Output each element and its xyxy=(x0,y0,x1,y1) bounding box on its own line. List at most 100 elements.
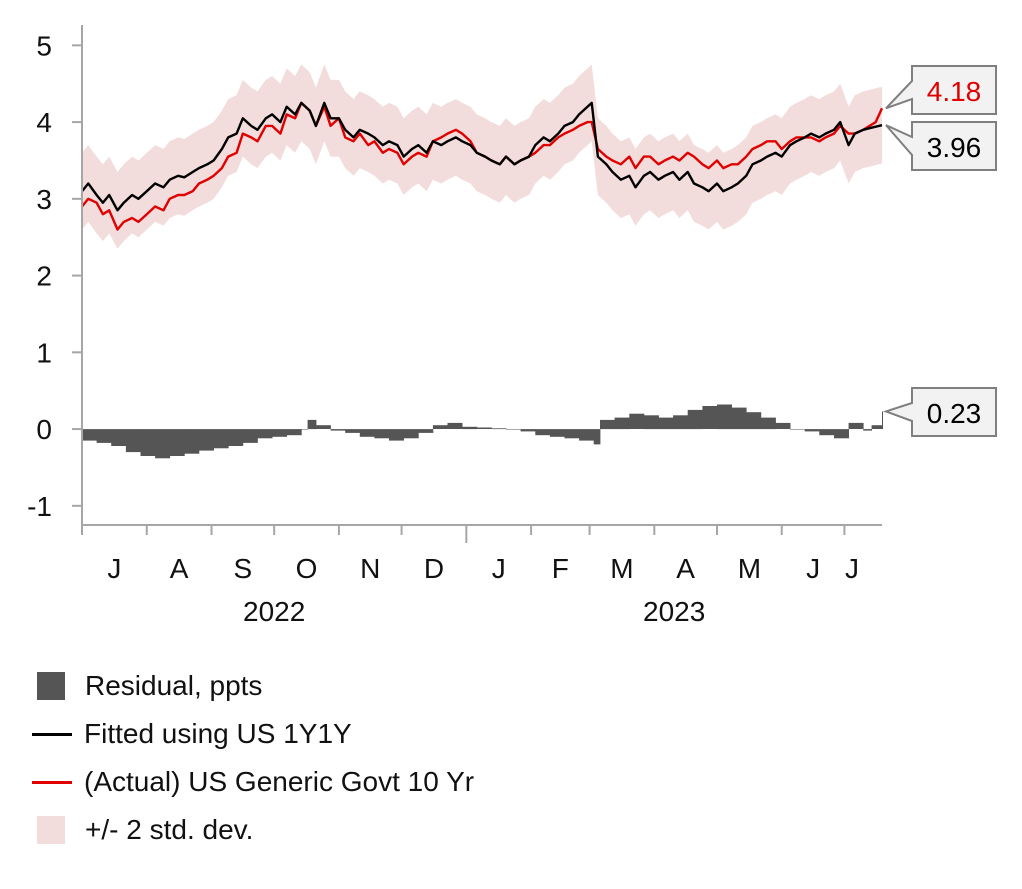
std-dev-band-layer xyxy=(82,64,882,249)
callout-value: 0.23 xyxy=(927,398,982,429)
residual-bar xyxy=(614,417,630,430)
residual-bar xyxy=(882,411,883,430)
end-label-fitted: 3.96 xyxy=(885,121,997,171)
residual-bar xyxy=(731,407,747,430)
legend-label-actual: (Actual) US Generic Govt 10 Yr xyxy=(84,766,475,797)
residual-bar xyxy=(848,422,864,429)
residual-bar xyxy=(535,429,551,436)
residual-bar xyxy=(374,429,390,439)
x-year-label: 2022 xyxy=(243,596,305,627)
residual-bar xyxy=(82,429,97,441)
residual-bar xyxy=(184,429,200,454)
residual-bar xyxy=(330,429,346,431)
residual-bar xyxy=(593,429,601,445)
x-month-label: F xyxy=(552,553,569,584)
residual-bar xyxy=(155,429,171,459)
end-label-actual: 4.18 xyxy=(885,65,997,115)
callout-value: 3.96 xyxy=(927,132,982,163)
legend-item-fitted: Fitted using US 1Y1Y xyxy=(32,710,474,758)
residual-bar xyxy=(643,415,659,430)
legend: Residual, ppts Fitted using US 1Y1Y (Act… xyxy=(32,662,474,854)
residual-bar xyxy=(717,404,732,430)
residual-bar xyxy=(564,429,580,439)
legend-label-residual: Residual, ppts xyxy=(85,670,263,701)
residual-bar xyxy=(125,429,141,453)
x-month-label: M xyxy=(738,553,761,584)
residual-bar xyxy=(418,429,434,433)
residual-bar xyxy=(819,429,835,436)
x-month-label: M xyxy=(610,553,633,584)
legend-item-band: +/- 2 std. dev. xyxy=(32,806,474,854)
residual-bar xyxy=(746,412,762,430)
x-month-label: J xyxy=(107,553,121,584)
legend-swatch-fitted xyxy=(32,732,72,736)
fitted-line xyxy=(81,101,883,212)
x-month-label: N xyxy=(360,553,380,584)
y-tick-label: 0 xyxy=(36,414,52,445)
y-tick-label: 2 xyxy=(36,261,52,292)
residual-bar xyxy=(702,406,718,429)
residual-bar xyxy=(629,413,645,429)
lines-layer xyxy=(81,101,884,231)
x-month-label: O xyxy=(296,553,318,584)
residual-bar xyxy=(257,429,273,439)
residual-bar xyxy=(491,428,507,430)
residual-bar xyxy=(242,429,258,443)
residual-bar xyxy=(359,429,375,437)
residual-bar xyxy=(673,415,689,430)
x-month-label: D xyxy=(424,553,444,584)
residual-bar xyxy=(476,427,492,429)
callout-box xyxy=(885,65,997,115)
y-tick-label: 5 xyxy=(36,30,52,61)
residual-bar xyxy=(213,429,229,449)
residual-bar xyxy=(871,425,883,429)
residual-bar xyxy=(432,425,448,429)
residual-bars-layer xyxy=(82,404,883,459)
end-label-residual: 0.23 xyxy=(882,387,997,437)
residual-bar xyxy=(199,429,214,451)
std-dev-band xyxy=(82,64,882,249)
legend-swatch-actual xyxy=(32,780,72,784)
legend-item-actual: (Actual) US Generic Govt 10 Yr xyxy=(32,758,474,806)
residual-bar xyxy=(403,429,419,439)
x-month-label: J xyxy=(845,553,859,584)
x-month-label: A xyxy=(676,553,695,584)
x-month-label: J xyxy=(806,553,820,584)
residual-bar xyxy=(760,417,776,430)
x-year-label: 2023 xyxy=(643,596,705,627)
residual-bar xyxy=(315,425,331,429)
end-labels-layer: 4.18 3.96 0.23 xyxy=(882,65,997,437)
y-tick-label: 1 xyxy=(36,337,52,368)
callout-box xyxy=(882,387,997,437)
residual-bar xyxy=(658,417,674,430)
legend-label-band: +/- 2 std. dev. xyxy=(85,814,254,845)
residual-bar xyxy=(345,429,361,433)
residual-bar xyxy=(506,429,521,430)
x-month-label: A xyxy=(170,553,189,584)
residual-bar xyxy=(286,429,302,436)
x-month-label: J xyxy=(492,553,506,584)
legend-swatch-residual xyxy=(37,672,65,700)
residual-bar xyxy=(140,429,156,456)
residual-bar xyxy=(549,429,565,437)
residual-bar xyxy=(520,429,536,432)
residual-bar xyxy=(790,429,806,430)
residual-bar xyxy=(272,429,288,437)
legend-label-fitted: Fitted using US 1Y1Y xyxy=(84,718,352,749)
residual-bar xyxy=(834,429,849,439)
residual-bar xyxy=(301,429,308,430)
residual-bar xyxy=(863,429,872,431)
residual-bar xyxy=(462,426,478,430)
residual-bar xyxy=(96,429,112,443)
residual-bar xyxy=(579,429,595,441)
legend-item-residual: Residual, ppts xyxy=(32,662,474,710)
callout-box xyxy=(885,121,997,171)
legend-swatch-band xyxy=(37,816,65,844)
residual-bar xyxy=(307,419,317,430)
y-tick-label: 3 xyxy=(36,184,52,215)
callout-value: 4.18 xyxy=(927,76,982,107)
residual-bar xyxy=(169,429,185,456)
residual-bar xyxy=(447,422,463,429)
